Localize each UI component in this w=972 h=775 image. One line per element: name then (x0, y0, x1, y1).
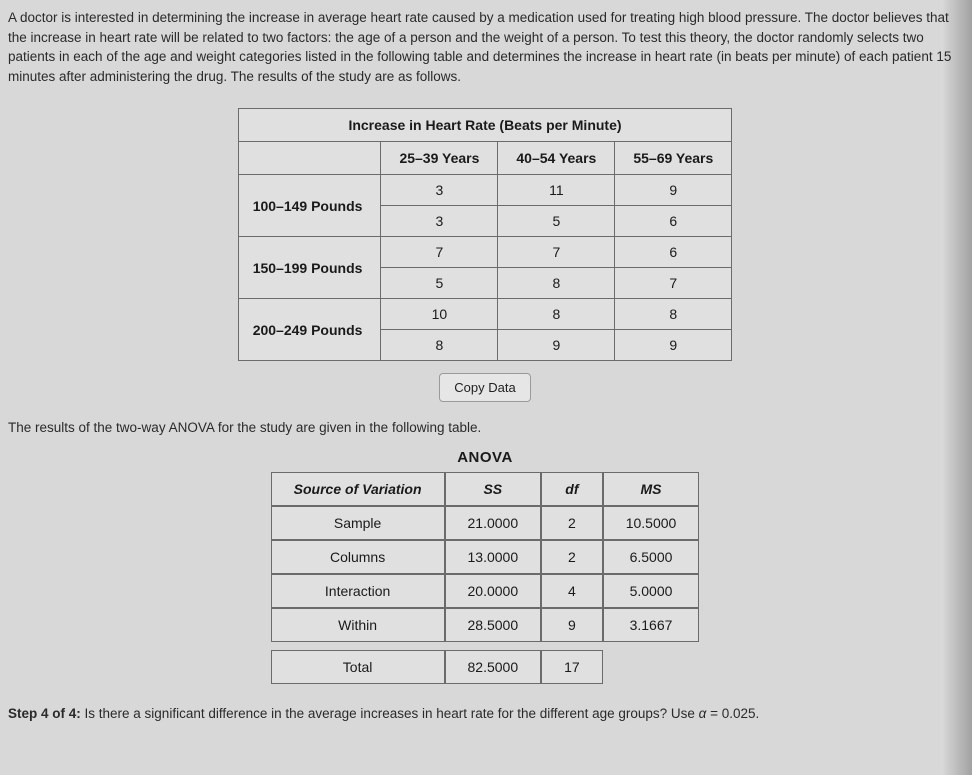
anova-cell: 9 (541, 608, 603, 642)
cell: 6 (615, 206, 732, 237)
anova-table: Source of Variation SS df MS Sample 21.0… (271, 472, 700, 684)
anova-cell: Interaction (271, 574, 445, 608)
anova-total-label: Total (271, 650, 445, 684)
data-table-title: Increase in Heart Rate (Beats per Minute… (238, 109, 732, 142)
anova-h1: SS (445, 472, 542, 506)
cell: 5 (381, 268, 498, 299)
eq: = (706, 706, 721, 721)
period: . (756, 706, 760, 721)
cell: 9 (498, 330, 615, 361)
anova-cell: 4 (541, 574, 603, 608)
heart-rate-table: Increase in Heart Rate (Beats per Minute… (238, 108, 733, 361)
anova-total-ss: 82.5000 (445, 650, 542, 684)
step-question: Step 4 of 4: Is there a significant diff… (8, 706, 962, 721)
step-text: Is there a significant difference in the… (81, 706, 699, 721)
anova-h2: df (541, 472, 603, 506)
cell: 10 (381, 299, 498, 330)
anova-cell: 10.5000 (603, 506, 700, 540)
anova-cell: 6.5000 (603, 540, 700, 574)
anova-cell: 13.0000 (445, 540, 542, 574)
anova-cell: 20.0000 (445, 574, 542, 608)
cell: 5 (498, 206, 615, 237)
cell: 8 (498, 268, 615, 299)
anova-cell: 2 (541, 506, 603, 540)
col-header-2: 55–69 Years (615, 142, 732, 175)
step-prefix: Step 4 of 4: (8, 706, 81, 721)
cell: 3 (381, 175, 498, 206)
cell: 7 (615, 268, 732, 299)
copy-data-button[interactable]: Copy Data (439, 373, 530, 402)
anova-title: ANOVA (457, 449, 513, 466)
cell: 8 (498, 299, 615, 330)
cell: 11 (498, 175, 615, 206)
cell: 9 (615, 175, 732, 206)
cell: 3 (381, 206, 498, 237)
row-group-1: 150–199 Pounds (238, 237, 381, 299)
anova-cell: Sample (271, 506, 445, 540)
cell: 8 (615, 299, 732, 330)
anova-total-ms (603, 650, 700, 684)
row-group-2: 200–249 Pounds (238, 299, 381, 361)
cell: 7 (381, 237, 498, 268)
anova-cell: Within (271, 608, 445, 642)
alpha-value: 0.025 (722, 706, 756, 721)
anova-h3: MS (603, 472, 700, 506)
anova-cell: 28.5000 (445, 608, 542, 642)
cell: 9 (615, 330, 732, 361)
anova-cell: 3.1667 (603, 608, 700, 642)
anova-total-df: 17 (541, 650, 603, 684)
cell: 7 (498, 237, 615, 268)
mid-text: The results of the two-way ANOVA for the… (8, 420, 962, 435)
intro-text: A doctor is interested in determining th… (8, 8, 962, 86)
col-header-1: 40–54 Years (498, 142, 615, 175)
cell: 6 (615, 237, 732, 268)
cell: 8 (381, 330, 498, 361)
row-group-0: 100–149 Pounds (238, 175, 381, 237)
anova-cell: 21.0000 (445, 506, 542, 540)
col-header-0: 25–39 Years (381, 142, 498, 175)
anova-h0: Source of Variation (271, 472, 445, 506)
anova-cell: 5.0000 (603, 574, 700, 608)
blank-header (238, 142, 381, 175)
anova-cell: 2 (541, 540, 603, 574)
anova-cell: Columns (271, 540, 445, 574)
